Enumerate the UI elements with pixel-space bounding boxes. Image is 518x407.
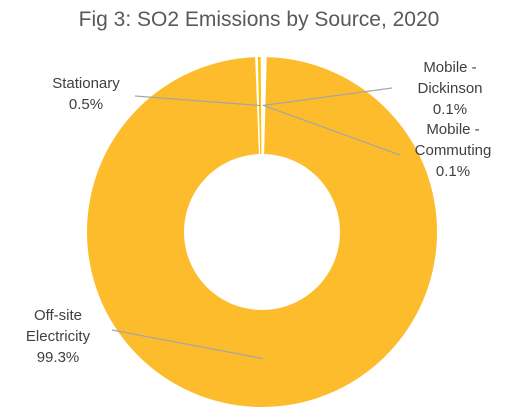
data-label-value-3: 0.5% bbox=[69, 96, 103, 113]
data-label-name-3: Stationary bbox=[52, 75, 120, 92]
data-label-value-2: 99.3% bbox=[37, 349, 80, 366]
data-label-value-1: 0.1% bbox=[436, 163, 470, 180]
leader-lines-layer bbox=[111, 87, 401, 360]
data-label-name-0: Mobile - bbox=[423, 59, 476, 76]
leader-line-3 bbox=[134, 95, 261, 107]
data-label-name-1: Commuting bbox=[415, 142, 492, 159]
labels-layer: Mobile - Dickinson 0.1% Mobile - Commuting 0.… bbox=[26, 59, 491, 366]
data-label-value-0: 0.1% bbox=[433, 101, 467, 118]
leader-line-1 bbox=[263, 104, 401, 156]
chart-title: Fig 3: SO2 Emissions by Source, 2020 bbox=[78, 8, 440, 31]
leader-line-0 bbox=[262, 87, 393, 107]
slice-2 bbox=[87, 57, 437, 407]
slices-layer bbox=[87, 57, 437, 407]
leader-line-2 bbox=[111, 329, 263, 360]
data-label-name-0: Dickinson bbox=[417, 80, 482, 97]
data-label-name-1: Mobile - bbox=[426, 121, 479, 138]
data-label-name-2: Off-site bbox=[34, 307, 82, 324]
data-label-name-2: Electricity bbox=[26, 328, 91, 345]
